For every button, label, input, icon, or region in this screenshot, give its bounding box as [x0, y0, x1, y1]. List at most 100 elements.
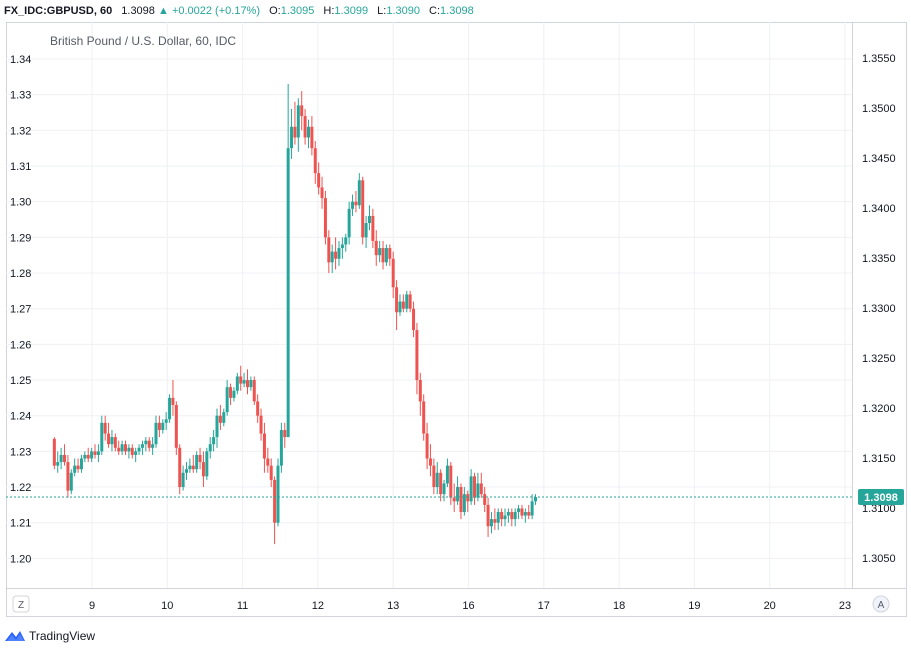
candle-body	[259, 415, 263, 434]
candle-body	[323, 198, 327, 238]
candle-body	[486, 504, 490, 527]
candle-body	[110, 437, 114, 445]
candle-body	[103, 422, 107, 434]
left-axis-tick-label: 1.26	[10, 339, 31, 351]
candle-body	[242, 380, 246, 384]
auto-scale-button[interactable]	[872, 595, 890, 613]
symbol-name[interactable]: FX_IDC:GBPUSD, 60	[4, 5, 113, 17]
candle-body	[232, 390, 236, 398]
left-axis-tick-label: 1.33	[10, 90, 31, 102]
candle-body	[107, 433, 111, 445]
candle-body	[320, 187, 324, 199]
candle-body	[469, 476, 473, 502]
candle-body	[378, 248, 382, 256]
last-price: 1.3098	[121, 5, 155, 17]
candle-body	[191, 465, 195, 470]
time-axis-tick-label: 18	[613, 600, 625, 612]
time-axis-tick-label: 23	[839, 600, 851, 612]
candle-body	[510, 512, 514, 520]
candle-body	[388, 248, 392, 259]
brand-name: TradingView	[29, 629, 96, 643]
candle-body	[391, 258, 395, 288]
candle-body	[310, 126, 314, 149]
candle-body	[201, 462, 205, 477]
right-axis-tick-label: 1.3400	[862, 203, 896, 215]
candle-body	[262, 433, 266, 459]
tradingview-logo-icon	[5, 631, 25, 641]
chart-frame: 1.20 1.21 1.22 1.23 1.24 1.25 1.26 1.27 1.28 1.29…	[6, 22, 907, 617]
candle-body	[256, 401, 260, 416]
candle-body	[134, 451, 138, 455]
time-axis-tick-label: 13	[387, 600, 399, 612]
candle-body	[59, 454, 63, 463]
candle-body	[113, 437, 117, 448]
candle-body	[63, 454, 67, 463]
candle-body	[290, 126, 294, 149]
candle-body	[506, 512, 510, 516]
candle-body	[164, 419, 168, 423]
candle-body	[364, 223, 368, 238]
time-axis-tick-label: 19	[688, 600, 700, 612]
symbol-header: FX_IDC:GBPUSD, 60 1.3098 ▲ +0.0022 (+0.1…	[0, 0, 911, 22]
candle-body	[225, 387, 229, 413]
candle-body	[445, 465, 449, 484]
candle-body	[86, 454, 90, 459]
candle-body	[442, 483, 446, 495]
candle-body	[218, 415, 222, 423]
candle-body	[422, 401, 426, 434]
candle-body	[425, 433, 429, 459]
tradingview-logo[interactable]: TradingView	[4, 627, 95, 645]
candle-body	[327, 237, 331, 263]
candle-body	[147, 440, 151, 448]
left-price-axis[interactable]: 1.20 1.21 1.22 1.23 1.24 1.25 1.26 1.27 1.28 1.29…	[10, 54, 31, 565]
last-price-badge	[858, 489, 904, 506]
candle-body	[127, 447, 131, 452]
candle-body	[205, 451, 209, 477]
candle-body	[144, 440, 148, 445]
price-chart[interactable]: 1.20 1.21 1.22 1.23 1.24 1.25 1.26 1.27 1.28 1.29…	[6, 22, 907, 617]
candle-body	[73, 465, 77, 473]
candle-body	[154, 422, 158, 445]
candle-body	[500, 512, 504, 520]
left-axis-tick-label: 1.25	[10, 375, 31, 387]
candle-body	[361, 180, 365, 238]
right-price-axis[interactable]: 1.3050 1.3100 1.3150 1.3200 1.3250 1.3300 1.33…	[862, 53, 896, 565]
candle-body	[456, 487, 460, 502]
zoom-reset-button[interactable]	[12, 595, 30, 613]
candle-body	[303, 116, 307, 138]
candle-body	[56, 462, 60, 466]
time-axis-tick-label: 12	[312, 600, 324, 612]
left-axis-tick-label: 1.32	[10, 125, 31, 137]
candle-body	[273, 479, 277, 523]
candle-body	[439, 472, 443, 495]
candle-body	[296, 105, 300, 138]
candle-body	[337, 248, 341, 259]
time-axis-tick-label: 20	[764, 600, 776, 612]
candle-body	[239, 376, 243, 384]
candle-body	[117, 447, 121, 452]
candle-body	[69, 472, 73, 491]
change-up-icon: ▲	[157, 5, 169, 17]
open-value: 1.3095	[280, 5, 315, 17]
left-axis-tick-label: 1.31	[10, 161, 31, 173]
candle-body	[384, 248, 388, 263]
candle-body	[185, 469, 189, 473]
candle-body	[347, 208, 351, 238]
time-axis[interactable]: 9 10 11 12 13 16 17 18 19 20 23	[89, 600, 851, 612]
candle-body	[93, 451, 97, 455]
candles	[52, 83, 538, 545]
candle-body	[208, 444, 212, 452]
candle-body	[161, 422, 165, 430]
high-value: 1.3099	[334, 5, 369, 17]
time-axis-tick-label: 11	[237, 600, 248, 612]
left-axis-tick-label: 1.27	[10, 304, 31, 316]
candle-body	[76, 465, 80, 470]
candle-body	[235, 376, 239, 391]
candle-body	[367, 215, 371, 224]
candle-body	[157, 422, 161, 430]
candle-body	[52, 438, 56, 466]
left-axis-tick-label: 1.24	[10, 411, 31, 423]
candle-body	[371, 215, 375, 241]
candle-body	[181, 472, 185, 488]
chart-border	[6, 22, 907, 617]
